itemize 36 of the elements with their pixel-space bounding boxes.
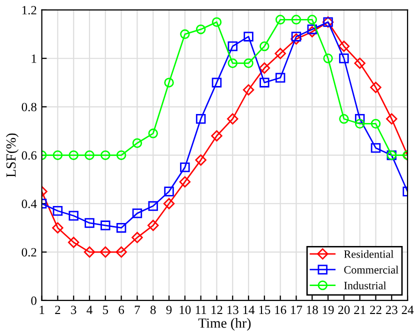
x-tick-label: 11 — [196, 306, 206, 314]
x-tick-label: 22 — [370, 306, 382, 314]
y-tick-label: 0.2 — [22, 248, 36, 257]
x-tick-label: 20 — [338, 306, 350, 314]
y-axis-title: LSF(%) — [6, 133, 19, 178]
y-tick-label: 1.2 — [22, 6, 36, 14]
x-tick-label: 1 — [40, 306, 44, 314]
legend-label: Residential — [344, 250, 394, 258]
y-tick-label: 0.6 — [22, 151, 37, 160]
x-tick-label: 13 — [227, 306, 238, 314]
x-tick-label: 12 — [212, 306, 222, 314]
x-tick-label: 5 — [103, 306, 108, 314]
x-tick-label: 23 — [386, 306, 398, 314]
x-tick-label: 19 — [322, 306, 334, 314]
x-tick-label: 6 — [118, 306, 124, 314]
x-tick-label: 3 — [71, 306, 76, 314]
x-tick-label: 7 — [134, 306, 140, 314]
x-axis-title: Time (hr) — [198, 318, 251, 331]
x-tick-label: 16 — [275, 306, 286, 314]
x-tick-label: 17 — [291, 306, 302, 314]
x-tick-label: 24 — [402, 306, 414, 314]
x-tick-label: 10 — [180, 306, 191, 314]
y-tick-label: 0.4 — [22, 200, 37, 208]
legend-label: Industrial — [344, 281, 386, 290]
x-tick-label: 15 — [259, 306, 270, 314]
x-tick-label: 2 — [55, 306, 60, 314]
y-tick-label: 0 — [31, 296, 36, 305]
x-tick-label: 21 — [354, 306, 366, 314]
x-tick-label: 18 — [306, 306, 318, 314]
x-tick-label: 9 — [166, 306, 172, 314]
y-tick-label: 0.8 — [22, 102, 36, 112]
x-tick-label: 14 — [243, 306, 255, 314]
x-tick-label: 4 — [86, 306, 92, 314]
x-tick-label: 8 — [150, 306, 156, 314]
legend-label: Commercial — [344, 266, 398, 274]
y-tick-label: 1 — [32, 54, 36, 63]
